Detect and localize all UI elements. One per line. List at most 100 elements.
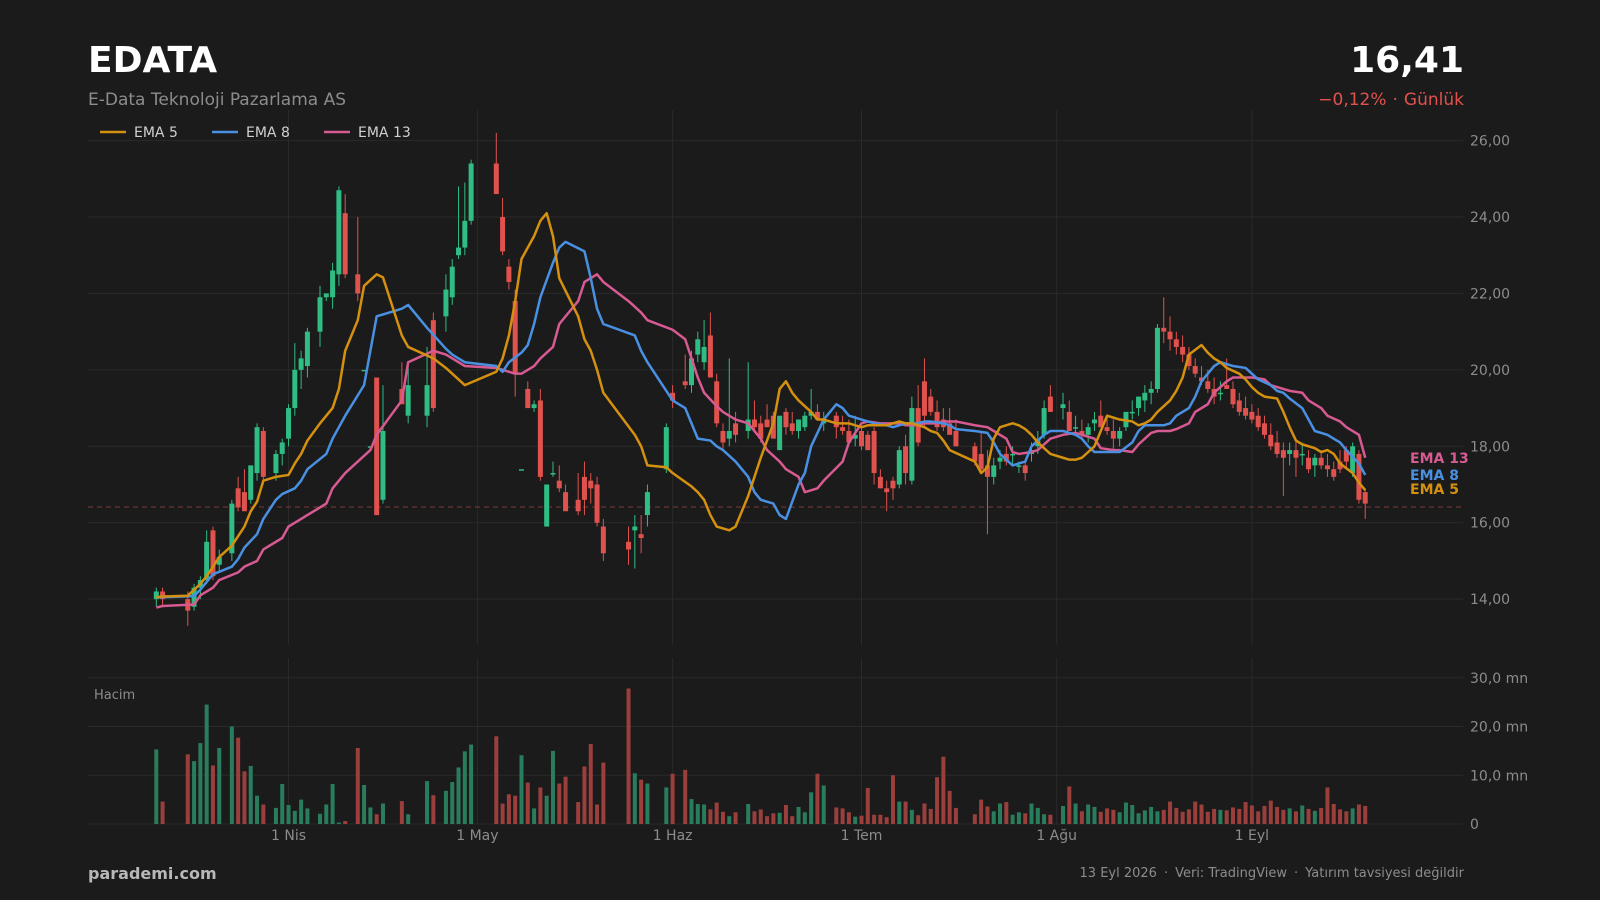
candle [1192, 358, 1198, 378]
candle-body [323, 293, 329, 298]
volume-bar [1256, 811, 1261, 824]
candle [1066, 400, 1072, 431]
candle-body [1041, 408, 1047, 435]
volume-bar [273, 807, 278, 824]
candle-body [1110, 431, 1116, 439]
separator-dot: · [1392, 90, 1398, 110]
candle-body [1343, 450, 1349, 462]
y-tick-label: 16,00 [1470, 516, 1510, 532]
candle [563, 484, 569, 512]
volume-bar [859, 815, 864, 824]
footer-source: Veri: TradingView [1175, 866, 1287, 881]
candle [235, 476, 241, 512]
candle-body [921, 381, 927, 416]
candle-body [764, 419, 770, 428]
volume-bar [242, 771, 247, 824]
candle [430, 312, 436, 412]
candle [1129, 400, 1135, 420]
volume-bar [229, 726, 234, 824]
volume-bar [1079, 811, 1084, 824]
candle-body [449, 266, 455, 298]
volume-bar [1067, 786, 1072, 824]
volume-bar [645, 783, 650, 824]
candle [1136, 396, 1142, 416]
candle-body [380, 431, 386, 500]
volume-bar [1035, 807, 1040, 824]
candle-body [865, 434, 871, 451]
volume-bar [286, 804, 291, 824]
y-tick-label: 18,00 [1470, 439, 1510, 455]
volume-bar [708, 809, 713, 824]
candle-body [670, 392, 676, 401]
volume-bar [1281, 809, 1286, 824]
candle [903, 434, 909, 485]
volume-bar [1306, 808, 1311, 824]
volume-bar [947, 790, 952, 824]
ticker-symbol: EDATA [88, 40, 218, 81]
candle [1003, 446, 1009, 466]
candle [928, 388, 934, 416]
candle [531, 400, 537, 412]
candle [1167, 316, 1173, 351]
volume-bar [557, 783, 562, 824]
candle [1293, 438, 1299, 477]
volume-label: Hacim [94, 688, 135, 703]
candle-body [947, 423, 953, 435]
candle [921, 358, 927, 428]
candle-body [298, 358, 304, 370]
candle-body [1154, 327, 1160, 389]
candle [1110, 419, 1116, 451]
candle [783, 408, 789, 435]
candle-body [777, 415, 783, 451]
volume-bar [840, 808, 845, 824]
volume-bar [1344, 811, 1349, 824]
candle [374, 377, 380, 516]
candle-body [1236, 400, 1242, 412]
candle [915, 385, 921, 447]
candle [802, 411, 808, 431]
volume-bar [1350, 808, 1355, 824]
candle [1318, 450, 1324, 470]
volume-bar [582, 766, 587, 824]
candle-body [1261, 423, 1267, 435]
candle-body [525, 388, 531, 409]
candle [720, 423, 726, 451]
volume-bar [1312, 810, 1317, 824]
volume-bar [355, 747, 360, 824]
volume-bar [777, 812, 782, 824]
candle-body [884, 488, 890, 493]
volume-tick-label: 10,0 mn [1470, 768, 1528, 784]
volume-bar [532, 808, 537, 824]
candle [1356, 450, 1362, 504]
volume-bar [374, 814, 379, 824]
candle-body [216, 557, 222, 565]
volume-bar [154, 749, 159, 824]
volume-bar [550, 750, 555, 824]
x-tick-label: 1 Haz [653, 828, 693, 844]
candle [871, 427, 877, 485]
candle-body [500, 217, 506, 252]
candle [355, 217, 361, 302]
volume-bar [1331, 804, 1336, 824]
candle-body [424, 385, 430, 416]
volume-bar [626, 688, 631, 824]
candle [1299, 442, 1305, 466]
candle-body [430, 320, 436, 409]
volume-bar [601, 762, 606, 824]
volume-bar [595, 804, 600, 824]
candle [840, 415, 846, 435]
volume-bar [979, 799, 984, 824]
volume-bar [1193, 801, 1198, 824]
volume-bar [217, 747, 222, 824]
candle-body [972, 446, 978, 462]
volume-bar [1249, 805, 1254, 824]
candle-body [1287, 450, 1293, 454]
volume-bar [922, 803, 927, 824]
candle [1173, 331, 1179, 355]
candle [443, 274, 449, 332]
volume-bar [1212, 808, 1217, 824]
volume-bar [1130, 804, 1135, 824]
volume-bar [1275, 806, 1280, 824]
candle-body [714, 381, 720, 424]
candle-body [1129, 411, 1135, 414]
